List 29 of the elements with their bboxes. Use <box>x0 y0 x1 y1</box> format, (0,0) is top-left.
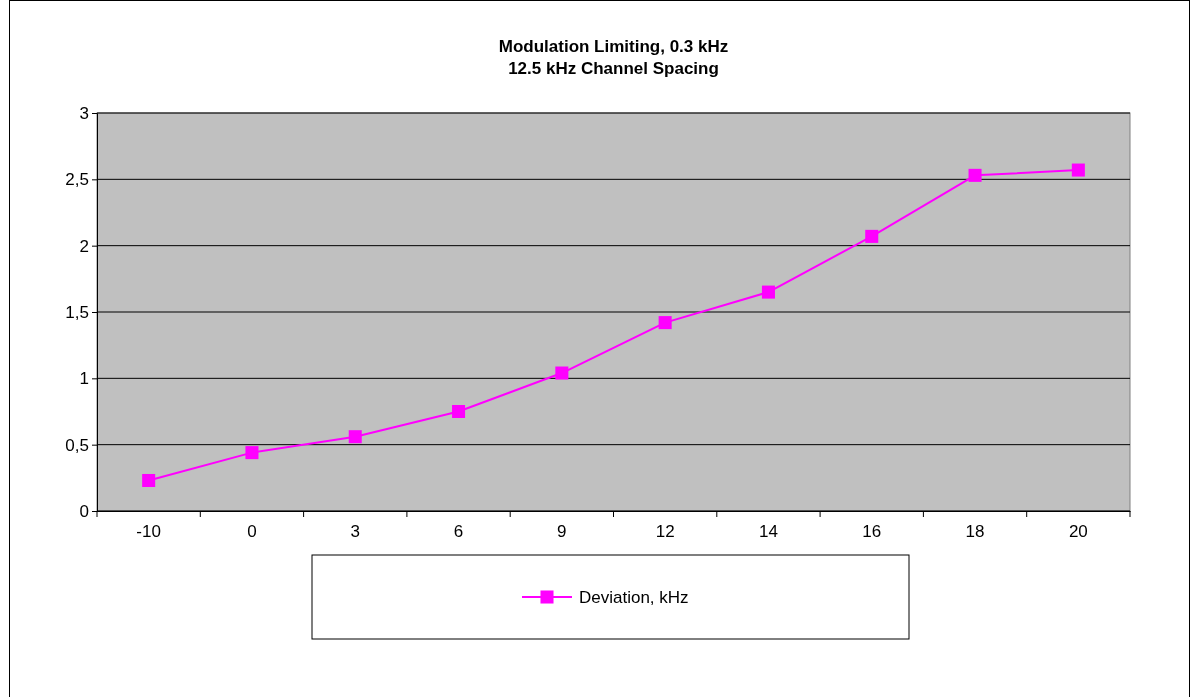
point <box>865 229 879 243</box>
y-tick-label: 3 <box>79 103 89 123</box>
chart-title: Modulation Limiting, 0.3 kHz 12.5 kHz Channel Spacing <box>498 37 729 78</box>
y-tick-label: 0 <box>79 501 89 521</box>
y-tick-label: 2,5 <box>65 170 89 190</box>
point <box>245 446 259 460</box>
point <box>968 168 982 182</box>
point <box>142 473 156 488</box>
y-tick-label: 0,5 <box>65 435 89 455</box>
x-tick-label: 0 <box>247 522 257 542</box>
x-tick-label: 16 <box>862 522 882 542</box>
point <box>761 285 775 299</box>
x-tick-label: 20 <box>1068 522 1088 542</box>
x-tick-label: 9 <box>557 522 567 542</box>
point <box>1071 163 1085 177</box>
x-tick-label: 18 <box>965 522 985 542</box>
y-tick-label: 2 <box>79 236 89 256</box>
point <box>658 316 672 330</box>
x-tick-label: 3 <box>350 522 360 542</box>
y-tick-label: 1,5 <box>65 302 89 322</box>
point <box>348 430 362 444</box>
legend-label: Deviation, kHz <box>579 588 689 607</box>
y-tick-label: 1 <box>79 369 89 389</box>
x-tick-label: 12 <box>655 522 675 542</box>
x-tick-label: -10 <box>136 522 161 542</box>
point <box>555 366 569 380</box>
x-tick-label: 14 <box>758 522 778 542</box>
point <box>452 404 466 419</box>
x-tick-label: 6 <box>453 522 464 542</box>
